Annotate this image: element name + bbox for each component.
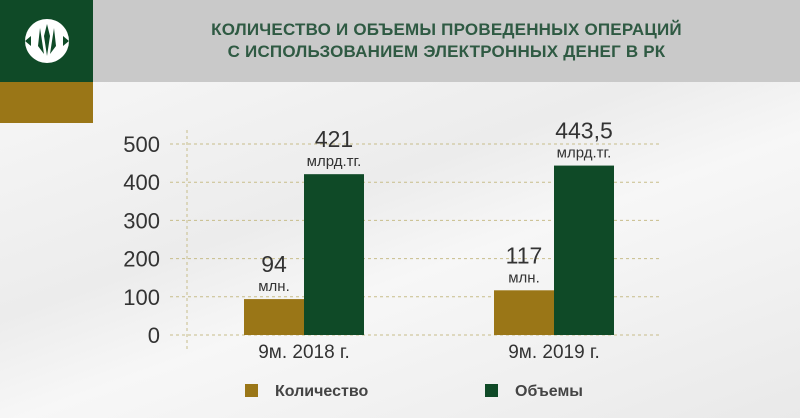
title-line-2: С ИСПОЛЬЗОВАНИЕМ ЭЛЕКТРОННЫХ ДЕНЕГ В РК xyxy=(227,42,666,61)
bar-count xyxy=(244,299,304,335)
bar-volume xyxy=(554,165,614,335)
category-label: 9м. 2018 г. xyxy=(258,342,350,363)
bar-count xyxy=(494,290,554,335)
legend-swatch xyxy=(245,384,258,397)
data-unit-label: млн. xyxy=(258,278,290,295)
y-tick-label: 500 xyxy=(123,132,160,157)
data-value-label: 421 xyxy=(315,126,353,152)
bar-volume xyxy=(304,174,364,335)
legend-label: Объемы xyxy=(515,383,583,400)
data-value-label: 443,5 xyxy=(555,118,613,144)
header: КОЛИЧЕСТВО И ОБЪЕМЫ ПРОВЕДЕННЫХ ОПЕРАЦИЙ… xyxy=(93,0,800,82)
y-tick-label: 100 xyxy=(123,285,160,310)
y-tick-label: 0 xyxy=(148,323,160,348)
bank-emblem-icon xyxy=(24,19,69,63)
data-value-label: 94 xyxy=(261,251,287,277)
category-label: 9м. 2019 г. xyxy=(508,342,600,363)
y-tick-label: 400 xyxy=(123,170,160,195)
legend-swatch xyxy=(485,384,498,397)
logo xyxy=(0,0,93,82)
y-tick-label: 200 xyxy=(123,247,160,272)
title-line-1: КОЛИЧЕСТВО И ОБЪЕМЫ ПРОВЕДЕННЫХ ОПЕРАЦИЙ xyxy=(211,20,682,39)
legend-label: Количество xyxy=(275,383,368,400)
data-unit-label: млн. xyxy=(508,269,540,286)
gold-accent xyxy=(0,82,93,123)
y-tick-label: 300 xyxy=(123,208,160,233)
data-unit-label: млрд.тг. xyxy=(307,153,362,170)
data-unit-label: млрд.тг. xyxy=(557,145,612,162)
data-value-label: 117 xyxy=(506,242,543,268)
